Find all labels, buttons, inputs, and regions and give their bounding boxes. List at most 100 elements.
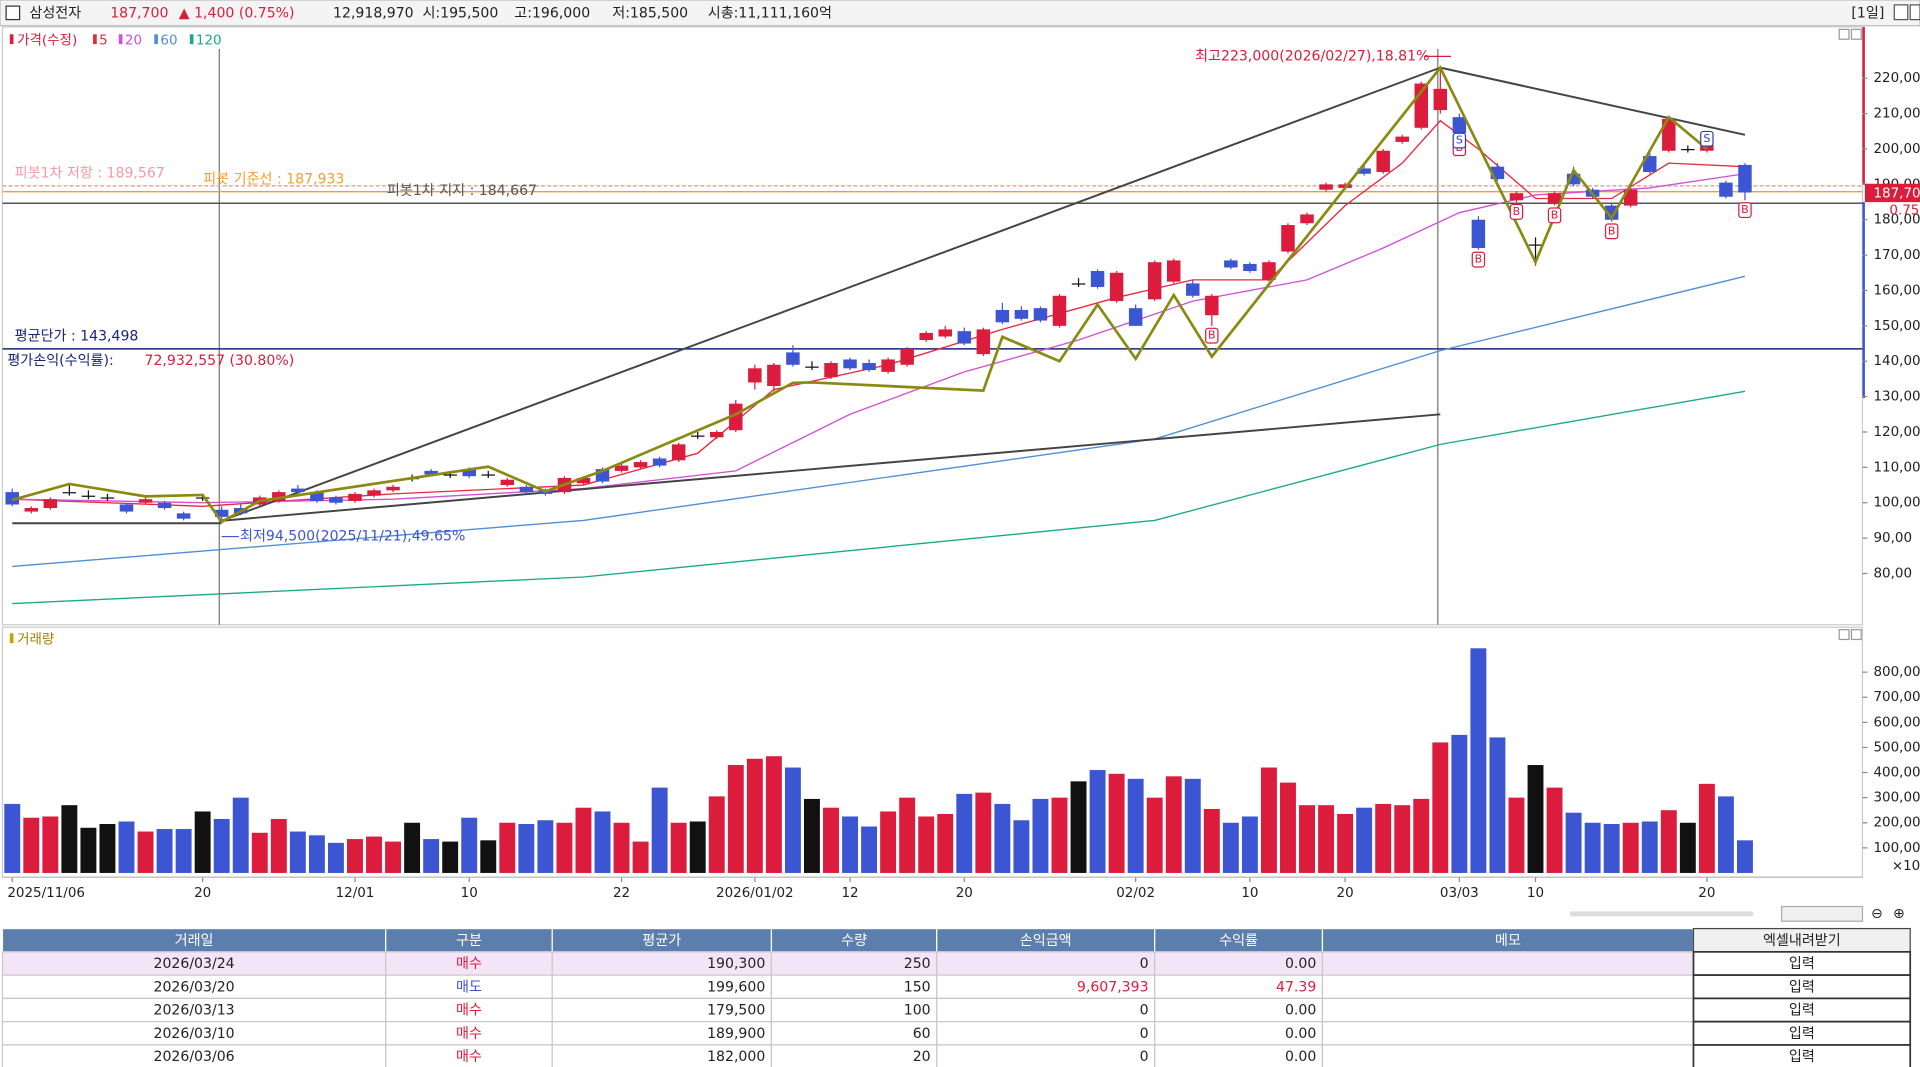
candle-body bbox=[881, 359, 895, 372]
pivot-label: 피봇1차 저항 : 189,567 bbox=[15, 166, 165, 182]
trade-marker bbox=[1700, 130, 1714, 147]
scrollbar[interactable] bbox=[1569, 911, 1754, 917]
volume-bar bbox=[537, 820, 554, 873]
volume-bar bbox=[1356, 807, 1373, 873]
legend-label: 20 bbox=[125, 32, 142, 48]
table-cell-text: 0.00 bbox=[1285, 1003, 1316, 1019]
volume-bar bbox=[1451, 734, 1468, 873]
panel-button[interactable] bbox=[1838, 629, 1850, 641]
candle-body bbox=[652, 458, 667, 466]
icon-button[interactable] bbox=[1909, 4, 1920, 21]
volume-bar bbox=[937, 813, 954, 873]
candle-body bbox=[195, 497, 210, 499]
input-button[interactable]: 입력 bbox=[1789, 1049, 1815, 1065]
candle-body bbox=[329, 497, 343, 503]
volume-bar bbox=[270, 818, 287, 873]
candle-body bbox=[81, 495, 96, 497]
trade-marker bbox=[1452, 132, 1467, 149]
table-cell bbox=[936, 951, 1156, 976]
y-tick-label: 140,00 bbox=[1873, 353, 1920, 369]
input-button[interactable]: 입력 bbox=[1789, 1026, 1815, 1042]
table-cell-text: 2026/03/06 bbox=[154, 1049, 235, 1065]
input-button[interactable]: 입력 bbox=[1789, 1003, 1815, 1019]
icon-button[interactable] bbox=[1893, 4, 1909, 21]
zoom-out[interactable]: ⊖ bbox=[1871, 906, 1883, 922]
candle-body bbox=[976, 329, 991, 355]
y-tick-label: 220,00 bbox=[1873, 70, 1920, 86]
y-tick-label: 80,00 bbox=[1873, 565, 1912, 581]
candle-body bbox=[1566, 173, 1581, 185]
candle-body bbox=[614, 465, 629, 471]
y-tick-label: 200,00 bbox=[1873, 141, 1920, 157]
candle-body bbox=[957, 331, 972, 344]
volume-bar bbox=[80, 827, 97, 873]
input-button[interactable]: 입력 bbox=[1789, 956, 1815, 972]
volume-tick-label: 500,00 bbox=[1873, 739, 1920, 755]
trade-marker bbox=[1509, 203, 1524, 220]
table-cell-text: 0 bbox=[1140, 1003, 1149, 1019]
info-bar bbox=[0, 0, 1920, 27]
volume-bar bbox=[918, 816, 935, 873]
table-header: 구분 bbox=[456, 933, 482, 949]
pnl-label: 평가손익(수익률): bbox=[7, 353, 113, 369]
trade-marker-label: S bbox=[1456, 134, 1463, 147]
candle-body bbox=[576, 477, 591, 484]
volume-bar bbox=[1203, 808, 1220, 873]
candle-body bbox=[919, 332, 933, 341]
table-header: 메모 bbox=[1495, 933, 1521, 949]
volume-tick-label: 300,00 bbox=[1873, 790, 1920, 806]
y-tick-label: 130,00 bbox=[1873, 389, 1920, 405]
pnl-value: 72,932,557 (30.80%) bbox=[144, 353, 294, 369]
table-cell-text: 매수 bbox=[456, 1026, 482, 1042]
change: ▲ 1,400 (0.75%) bbox=[179, 5, 295, 21]
zoom-in[interactable]: ⊕ bbox=[1893, 906, 1905, 922]
volume-bar bbox=[632, 841, 649, 873]
candle-body bbox=[843, 359, 857, 369]
candle-body bbox=[1604, 205, 1619, 220]
candle-body bbox=[1509, 193, 1524, 201]
volume-bar bbox=[137, 831, 154, 873]
panel-button[interactable] bbox=[1838, 28, 1850, 40]
candle-body bbox=[1376, 150, 1390, 172]
checkbox[interactable] bbox=[5, 5, 21, 21]
trade-table: 거래일 구분 평균가 수량 손익금액 수익률 메모 엑셀내려받기 2026/03/24 매수 190… bbox=[1, 927, 1912, 1067]
volume-bar bbox=[1146, 797, 1163, 873]
candle-body bbox=[519, 486, 534, 493]
table-cell bbox=[1321, 997, 1695, 1023]
volume-bar bbox=[727, 765, 744, 873]
volume-bar bbox=[613, 822, 630, 873]
x-tick-label: 20 bbox=[1698, 885, 1715, 901]
x-tick-label: 2026/01/02 bbox=[716, 885, 794, 901]
table-cell bbox=[1321, 974, 1695, 1000]
table-cell-text: 매수 bbox=[456, 1049, 482, 1065]
volume-bar bbox=[232, 797, 249, 873]
open: 시:195,500 bbox=[422, 5, 498, 21]
trade-marker bbox=[1547, 207, 1562, 224]
legend-swatch bbox=[9, 34, 14, 45]
candle-body bbox=[1090, 271, 1105, 287]
trade-marker-label: B bbox=[1475, 253, 1483, 266]
trade-marker bbox=[1604, 223, 1619, 240]
legend-label: 120 bbox=[196, 32, 222, 48]
candle-body bbox=[176, 513, 191, 519]
candle-body bbox=[1205, 295, 1219, 316]
x-tick-label: 12/01 bbox=[336, 885, 375, 901]
trade-marker-label: S bbox=[1703, 132, 1710, 145]
input-button[interactable]: 입력 bbox=[1789, 979, 1815, 995]
zoom-slider[interactable] bbox=[1781, 905, 1864, 922]
y-tick-label: 120,00 bbox=[1873, 424, 1920, 440]
candle-body bbox=[1681, 148, 1695, 151]
panel-button[interactable] bbox=[1850, 28, 1862, 40]
table-cell-text: 20 bbox=[913, 1049, 931, 1065]
period-button[interactable]: [1일] bbox=[1851, 5, 1884, 21]
panel-button[interactable] bbox=[1850, 629, 1862, 641]
table-header[interactable]: 엑셀내려받기 bbox=[1763, 933, 1841, 949]
price: 187,700 bbox=[110, 5, 168, 21]
table-cell[interactable] bbox=[1692, 1044, 1912, 1067]
legend-swatch bbox=[118, 34, 123, 45]
volume-bar bbox=[861, 826, 878, 873]
y-tick-label: 210,00 bbox=[1873, 106, 1920, 122]
volume-bar bbox=[213, 818, 230, 873]
table-cell bbox=[1321, 1044, 1695, 1067]
